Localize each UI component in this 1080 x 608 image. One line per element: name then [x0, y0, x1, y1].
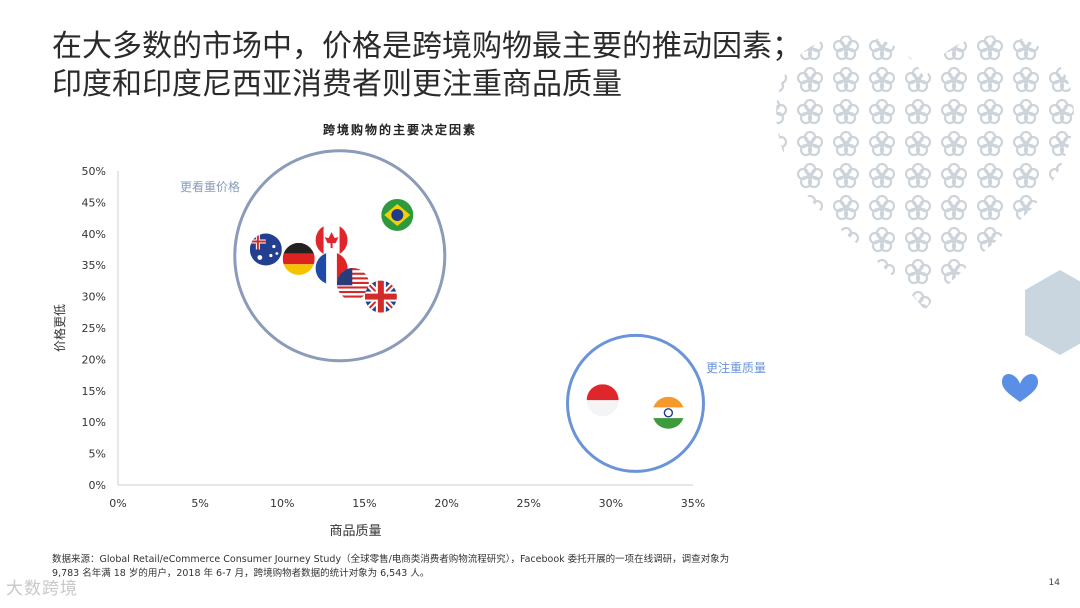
flag-marker-canada [315, 224, 348, 257]
flag-marker-france [315, 252, 348, 285]
chart-title: 跨境购物的主要决定因素 [322, 123, 477, 137]
footnote: 数据来源：Global Retail/eCommerce Consumer Jo… [52, 553, 812, 581]
x-tick-label: 25% [516, 497, 540, 510]
hexagon-shape [1025, 270, 1080, 355]
y-tick-label: 30% [82, 291, 106, 304]
x-tick-label: 30% [599, 497, 623, 510]
page-number: 14 [1048, 578, 1060, 588]
y-tick-label: 15% [82, 385, 106, 398]
flag-marker-usa [336, 268, 369, 301]
y-tick-label: 20% [82, 353, 106, 366]
flag-marker-australia [249, 233, 282, 266]
small-heart-icon [1002, 373, 1038, 402]
y-tick-label: 5% [89, 448, 106, 461]
slide-title: 在大多数的市场中，价格是跨境购物最主要的推动因素； 印度和印度尼西亚消费者则更注… [52, 28, 852, 104]
group-label: 更看重价格 [180, 179, 240, 194]
title-line-2: 印度和印度尼西亚消费者则更注重商品质量 [52, 67, 622, 102]
flag-marker-india [652, 396, 685, 429]
x-tick-label: 5% [191, 497, 208, 510]
y-tick-label: 40% [82, 228, 106, 241]
y-tick-label: 45% [82, 196, 106, 209]
group-label: 更注重质量 [706, 360, 766, 375]
flag-marker-brazil [381, 198, 414, 231]
flag-marker-uk [364, 280, 397, 313]
group-circle [566, 333, 705, 473]
x-tick-label: 0% [109, 497, 126, 510]
flag-marker-indonesia [586, 384, 619, 417]
y-axis-label: 价格更低 [52, 304, 67, 352]
watermark: 大数跨境 [6, 579, 78, 599]
title-line-1: 在大多数的市场中，价格是跨境购物最主要的推动因素； [52, 29, 802, 64]
flag-marker-germany [282, 242, 315, 275]
y-tick-label: 0% [89, 479, 106, 492]
y-tick-label: 35% [82, 259, 106, 272]
y-tick-label: 10% [82, 416, 106, 429]
patterned-heart [776, 35, 1074, 310]
y-tick-label: 50% [82, 165, 106, 178]
x-tick-label: 10% [270, 497, 294, 510]
x-tick-label: 20% [434, 497, 458, 510]
x-axis-label: 商品质量 [329, 524, 381, 539]
x-tick-label: 15% [352, 497, 376, 510]
y-tick-label: 25% [82, 322, 106, 335]
footnote-line-1: 数据来源：Global Retail/eCommerce Consumer Jo… [52, 554, 730, 565]
footnote-line-2: 9,783 名年满 18 岁的用户，2018 年 6-7 月，跨境购物者数据的统… [52, 568, 430, 579]
x-tick-label: 35% [681, 497, 705, 510]
group-circle [233, 149, 447, 363]
